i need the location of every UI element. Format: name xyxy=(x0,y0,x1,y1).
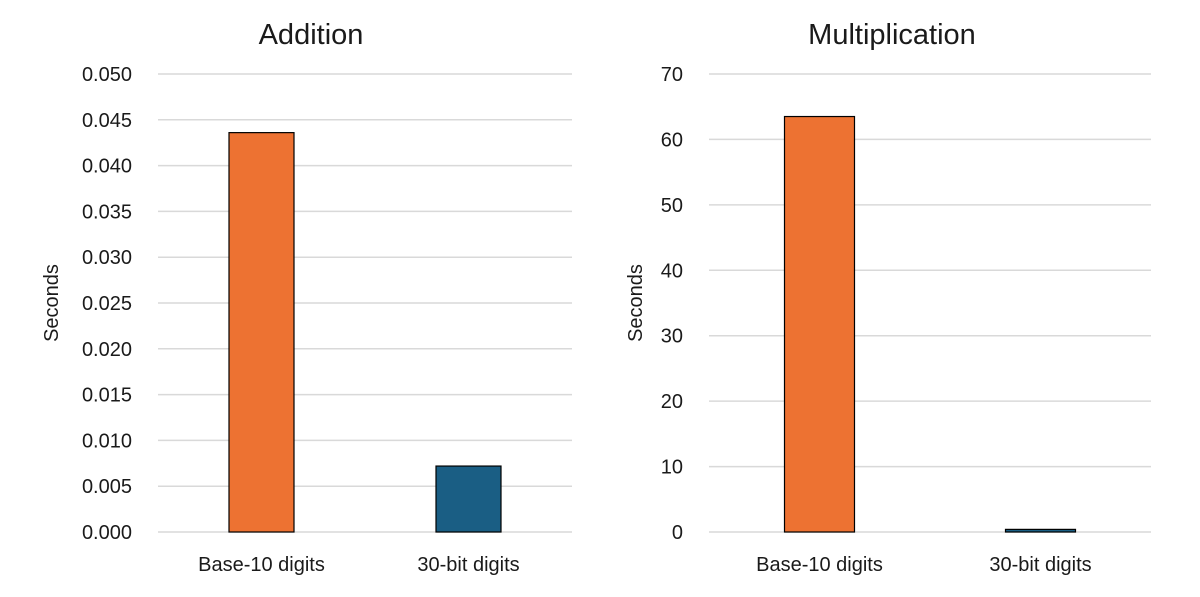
addition-y-tick-label: 0.025 xyxy=(82,293,132,315)
addition-x-tick-label: 30-bit digits xyxy=(417,554,519,576)
addition-y-tick-label: 0.010 xyxy=(82,430,132,452)
addition-y-tick-label: 0.015 xyxy=(82,385,132,407)
multiplication-y-tick-label: 70 xyxy=(661,64,683,86)
addition-y-tick-label: 0.035 xyxy=(82,201,132,223)
addition-y-tick-label: 0.045 xyxy=(82,110,132,132)
multiplication-y-tick-label: 10 xyxy=(661,457,683,479)
multiplication-chart: Multiplication Seconds 0 10 20 30 40 50 60 70 Base… xyxy=(625,19,1151,576)
addition-bar-30bit xyxy=(435,465,502,533)
addition-x-tick-label: Base-10 digits xyxy=(198,554,325,576)
multiplication-y-axis-label: Seconds xyxy=(625,264,647,342)
multiplication-x-tick-label: Base-10 digits xyxy=(756,554,883,576)
addition-chart-title: Addition xyxy=(259,19,364,51)
multiplication-y-tick-label: 50 xyxy=(661,195,683,217)
addition-y-tick-label: 0.020 xyxy=(82,339,132,361)
addition-chart: Addition Seconds 0.000 0.005 0.010 0.015 0.020… xyxy=(41,19,572,576)
addition-bar-base10 xyxy=(228,132,295,533)
multiplication-y-tick-label: 0 xyxy=(672,522,683,544)
multiplication-y-tick-label: 20 xyxy=(661,391,683,413)
addition-y-tick-label: 0.030 xyxy=(82,247,132,269)
multiplication-x-tick-label: 30-bit digits xyxy=(989,554,1091,576)
multiplication-y-tick-label: 60 xyxy=(661,129,683,151)
addition-y-axis-label: Seconds xyxy=(41,264,63,342)
addition-y-tick-label: 0.050 xyxy=(82,64,132,86)
addition-y-tick-label: 0.040 xyxy=(82,156,132,178)
addition-y-tick-label: 0.005 xyxy=(82,476,132,498)
multiplication-bar-30bit xyxy=(1004,528,1077,533)
multiplication-bar-base10 xyxy=(783,115,856,533)
multiplication-y-tick-label: 30 xyxy=(661,326,683,348)
multiplication-y-tick-label: 40 xyxy=(661,260,683,282)
addition-y-tick-label: 0.000 xyxy=(82,522,132,544)
multiplication-chart-title: Multiplication xyxy=(808,19,976,51)
